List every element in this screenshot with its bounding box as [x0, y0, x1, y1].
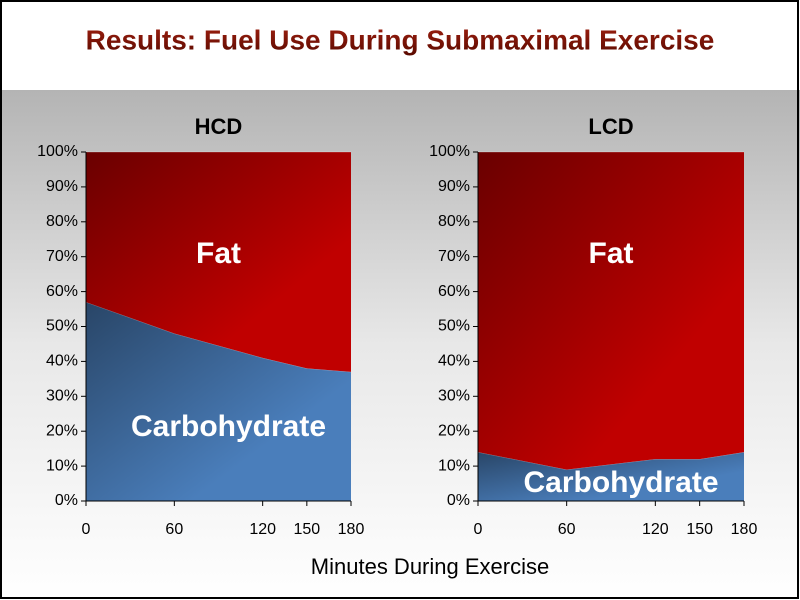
y-tick-label: 50% — [46, 318, 78, 335]
y-tick-label: 100% — [429, 143, 470, 160]
series-label: Fat — [589, 237, 634, 270]
y-tick-label: 20% — [438, 422, 470, 439]
slide-title: Results: Fuel Use During Submaximal Exer… — [86, 24, 715, 55]
x-tick-label: 120 — [249, 521, 276, 538]
y-tick-label: 0% — [447, 492, 470, 509]
series-label: Carbohydrate — [523, 466, 718, 499]
y-tick-label: 60% — [438, 283, 470, 300]
area-shading — [478, 152, 744, 470]
y-tick-label: 70% — [438, 248, 470, 265]
area-shading — [86, 152, 351, 372]
y-tick-label: 100% — [37, 143, 78, 160]
x-tick-label: 0 — [82, 521, 91, 538]
y-tick-label: 40% — [438, 353, 470, 370]
area-shading — [478, 452, 744, 501]
x-axis-label: Minutes During Exercise — [311, 554, 549, 579]
y-tick-label: 40% — [46, 353, 78, 370]
y-tick-label: 10% — [438, 457, 470, 474]
y-tick-label: 50% — [438, 318, 470, 335]
y-tick-label: 90% — [438, 178, 470, 195]
series-label: Fat — [196, 237, 241, 270]
x-tick-label: 180 — [731, 521, 758, 538]
x-tick-label: 150 — [293, 521, 320, 538]
series-label: Carbohydrate — [131, 410, 326, 443]
chart-title: LCD — [588, 114, 633, 139]
x-tick-label: 180 — [338, 521, 365, 538]
x-tick-label: 60 — [165, 521, 183, 538]
chart-title: HCD — [195, 114, 243, 139]
y-tick-label: 30% — [46, 388, 78, 405]
x-tick-label: 150 — [686, 521, 713, 538]
y-tick-label: 0% — [55, 492, 78, 509]
x-tick-label: 0 — [474, 521, 483, 538]
y-tick-label: 90% — [46, 178, 78, 195]
y-tick-label: 70% — [46, 248, 78, 265]
x-tick-label: 120 — [642, 521, 669, 538]
y-tick-label: 30% — [438, 388, 470, 405]
y-tick-label: 80% — [438, 213, 470, 230]
y-tick-label: 20% — [46, 422, 78, 439]
y-tick-label: 10% — [46, 457, 78, 474]
y-tick-label: 80% — [46, 213, 78, 230]
area-shading — [86, 302, 351, 501]
x-tick-label: 60 — [558, 521, 576, 538]
y-tick-label: 60% — [46, 283, 78, 300]
